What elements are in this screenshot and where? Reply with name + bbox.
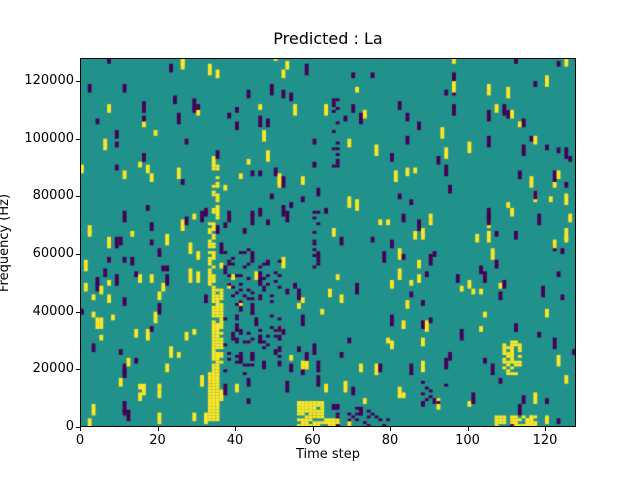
x-tick [80,427,81,431]
y-tick [76,427,80,428]
x-tick-label: 0 [75,433,85,448]
y-tick-label: 100000 [24,130,74,146]
x-tick-label: 20 [149,433,166,448]
plot-area [80,58,576,427]
x-tick [467,427,469,431]
x-tick [235,427,236,431]
x-tick [545,427,546,431]
x-tick-label: 120 [532,433,558,448]
y-axis-label: Frequency (Hz) [0,193,12,292]
y-tick-label: 60000 [32,246,74,262]
x-tick [312,427,314,431]
y-tick [76,254,80,256]
y-tick-label: 40000 [32,303,74,319]
heatmap-canvas [80,58,576,427]
x-tick-label: 60 [304,433,321,448]
x-tick [157,427,159,431]
y-tick-label: 120000 [24,73,74,89]
x-tick-label: 100 [455,433,480,448]
x-tick-label: 40 [226,433,244,448]
y-tick [76,138,80,140]
y-tick-label: 0 [65,419,74,434]
x-axis-label: Time step [295,447,361,462]
chart-title: Predicted : La [273,29,383,48]
y-tick [76,311,80,313]
y-tick-label: 80000 [32,188,74,204]
x-tick-label: 80 [381,433,399,448]
y-tick [76,81,80,83]
x-tick [390,427,391,431]
y-tick [76,369,80,371]
y-tick [76,196,80,198]
y-tick-label: 20000 [32,361,74,377]
